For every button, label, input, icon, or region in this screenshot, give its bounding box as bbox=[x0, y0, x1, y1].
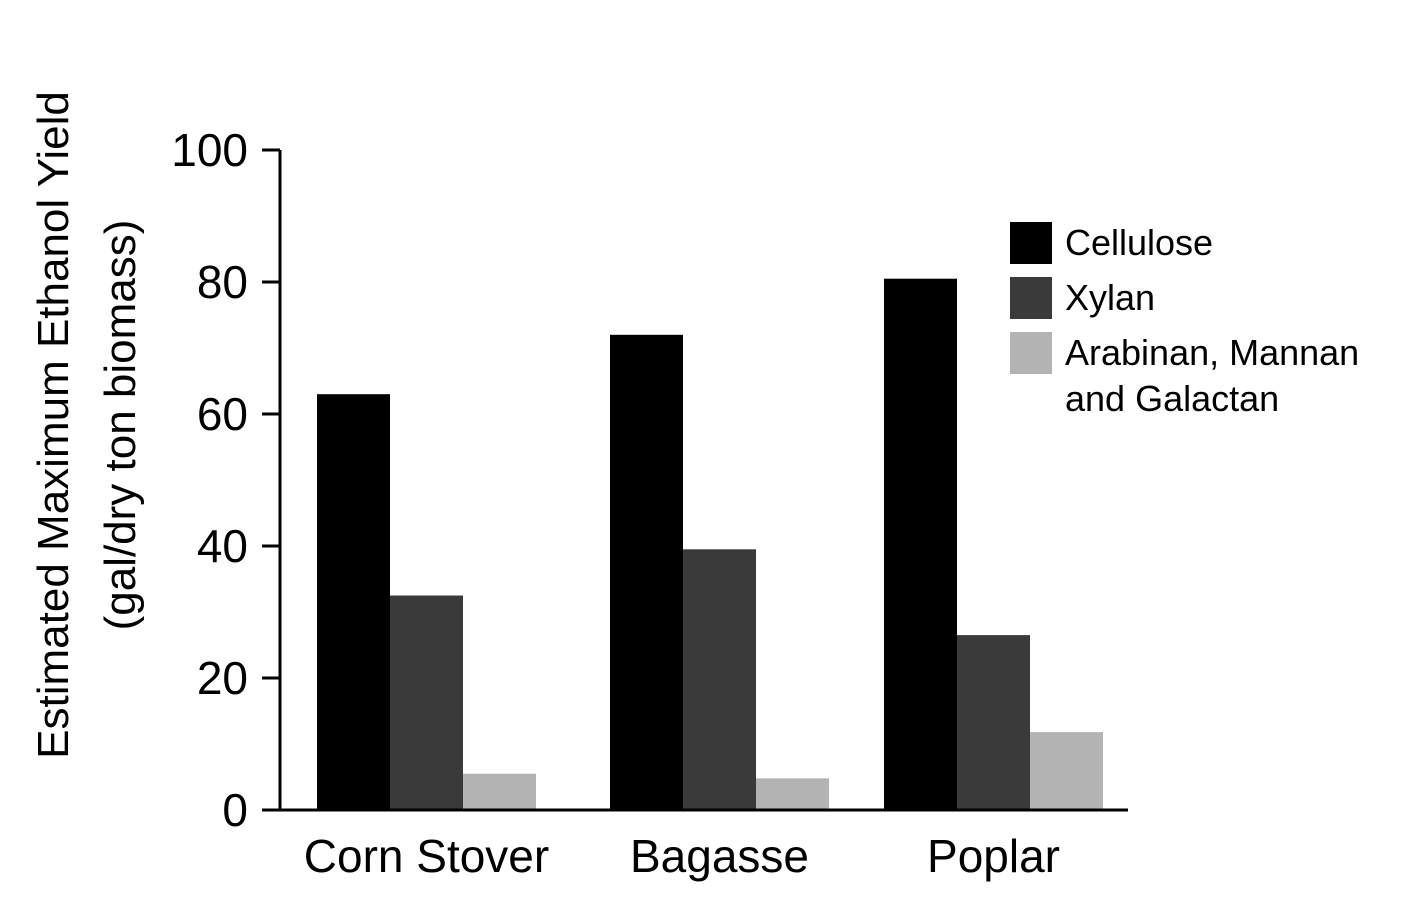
y-tick-label: 80 bbox=[197, 256, 248, 308]
bar-bagasse-series-1 bbox=[610, 334, 683, 810]
y-axis-title-line-1: Estimated Maximum Ethanol Yield bbox=[29, 91, 78, 759]
bar-corn-stover-series-2 bbox=[390, 595, 463, 810]
legend-label: Arabinan, Mannan bbox=[1065, 332, 1359, 373]
x-category-label: Corn Stover bbox=[304, 830, 549, 882]
y-axis-title: Estimated Maximum Ethanol Yield (gal/dry … bbox=[29, 91, 145, 759]
x-category-label: Bagasse bbox=[630, 830, 809, 882]
y-tick-label: 40 bbox=[197, 520, 248, 572]
legend-label: Xylan bbox=[1065, 277, 1155, 318]
y-tick-label: 60 bbox=[197, 388, 248, 440]
y-axis-title-line-2: (gal/dry ton biomass) bbox=[96, 220, 145, 631]
legend-swatch bbox=[1010, 222, 1052, 264]
y-tick-label: 20 bbox=[197, 652, 248, 704]
y-tick-label: 0 bbox=[222, 784, 248, 836]
bar-group bbox=[317, 278, 1103, 810]
x-category-label: Poplar bbox=[927, 830, 1060, 882]
legend-label: and Galactan bbox=[1065, 378, 1279, 419]
legend-label: Cellulose bbox=[1065, 222, 1213, 263]
legend: Cellulose Xylan Arabinan, Mannan and Galact… bbox=[1010, 222, 1359, 419]
bar-bagasse-series-3 bbox=[756, 778, 829, 810]
bar-bagasse-series-2 bbox=[683, 549, 756, 810]
bar-corn-stover-series-1 bbox=[317, 394, 390, 810]
y-tick-label: 100 bbox=[171, 124, 248, 176]
bar-corn-stover-series-3 bbox=[463, 773, 536, 810]
legend-swatch bbox=[1010, 277, 1052, 319]
legend-swatch bbox=[1010, 332, 1052, 374]
bar-poplar-series-1 bbox=[884, 278, 957, 810]
x-axis-categories: Corn Stover Bagasse Poplar bbox=[304, 830, 1060, 882]
y-axis-ticks: 0 20 40 60 80 100 bbox=[171, 124, 280, 836]
bar-poplar-series-2 bbox=[957, 635, 1030, 810]
axes bbox=[278, 150, 1128, 812]
bar-poplar-series-3 bbox=[1030, 732, 1103, 810]
